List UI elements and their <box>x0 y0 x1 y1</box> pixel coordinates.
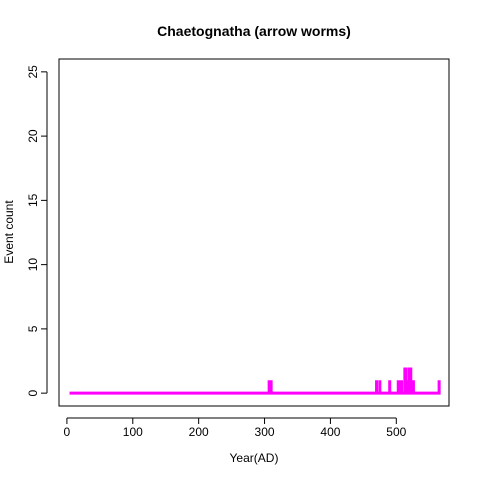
y-tick-label: 15 <box>26 193 40 207</box>
y-tick-label: 20 <box>26 129 40 143</box>
x-tick-label: 200 <box>189 425 209 439</box>
x-tick-label: 500 <box>386 425 406 439</box>
x-axis-ticks: 0 100 200 300 400 500 <box>64 418 407 439</box>
y-tick-label: 0 <box>26 389 40 396</box>
x-tick-label: 400 <box>320 425 340 439</box>
y-axis-label: Event count <box>2 200 16 264</box>
y-axis-ticks: 0 5 10 15 20 25 <box>26 65 47 396</box>
plot-area-frame <box>58 58 450 407</box>
series-layer <box>69 367 441 395</box>
y-tick-label: 10 <box>26 258 40 272</box>
x-tick-label: 100 <box>123 425 143 439</box>
chart-title: Chaetognatha (arrow worms) <box>157 23 351 39</box>
y-tick-label: 25 <box>26 65 40 79</box>
series-line <box>69 367 441 395</box>
x-axis-label: Year(AD) <box>230 451 279 465</box>
x-tick-label: 300 <box>255 425 275 439</box>
y-tick-label: 5 <box>26 325 40 332</box>
x-tick-label: 0 <box>64 425 71 439</box>
